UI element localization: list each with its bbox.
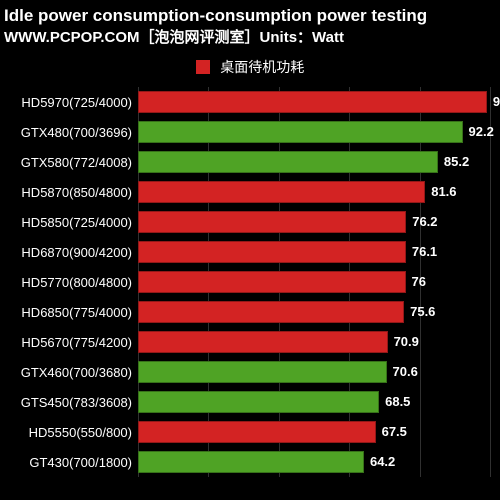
bar-track: 70.6 bbox=[138, 361, 490, 383]
bar-track: 85.2 bbox=[138, 151, 490, 173]
chart-subtitle: WWW.PCPOP.COM［泡泡网评测室］Units：Watt bbox=[0, 26, 500, 51]
bar-value: 85.2 bbox=[438, 151, 469, 173]
bar-track: 75.6 bbox=[138, 301, 490, 323]
bar bbox=[138, 391, 379, 413]
bar bbox=[138, 181, 425, 203]
row-label: HD6850(775/4000) bbox=[0, 305, 132, 320]
bar-value: 76.1 bbox=[406, 241, 437, 263]
bar bbox=[138, 241, 406, 263]
chart-row: HD6850(775/4000)75.6 bbox=[138, 297, 490, 327]
chart-row: GTX580(772/4008)85.2 bbox=[138, 147, 490, 177]
row-label: GTS450(783/3608) bbox=[0, 395, 132, 410]
bar-value: 75.6 bbox=[404, 301, 435, 323]
bar-track: 99.1 bbox=[138, 91, 490, 113]
chart-row: HD6870(900/4200)76.1 bbox=[138, 237, 490, 267]
chart-row: HD5770(800/4800)76 bbox=[138, 267, 490, 297]
chart-row: HD5970(725/4000)99.1 bbox=[138, 87, 490, 117]
row-label: GTX460(700/3680) bbox=[0, 365, 132, 380]
row-label: GTX480(700/3696) bbox=[0, 125, 132, 140]
bar-chart: HD5970(725/4000)99.1GTX480(700/3696)92.2… bbox=[0, 87, 500, 477]
chart-row: HD5850(725/4000)76.2 bbox=[138, 207, 490, 237]
bar-track: 67.5 bbox=[138, 421, 490, 443]
bar-track: 76.2 bbox=[138, 211, 490, 233]
chart-row: GTX480(700/3696)92.2 bbox=[138, 117, 490, 147]
bar-value: 92.2 bbox=[463, 121, 494, 143]
bar bbox=[138, 211, 406, 233]
row-label: GT430(700/1800) bbox=[0, 455, 132, 470]
row-label: HD5970(725/4000) bbox=[0, 95, 132, 110]
bar bbox=[138, 271, 406, 293]
row-label: HD5770(800/4800) bbox=[0, 275, 132, 290]
bar-value: 64.2 bbox=[364, 451, 395, 473]
row-label: HD5670(775/4200) bbox=[0, 335, 132, 350]
bar-track: 76.1 bbox=[138, 241, 490, 263]
bar-track: 92.2 bbox=[138, 121, 490, 143]
chart-row: HD5550(550/800)67.5 bbox=[138, 417, 490, 447]
bar-value: 68.5 bbox=[379, 391, 410, 413]
row-label: HD5550(550/800) bbox=[0, 425, 132, 440]
bar bbox=[138, 361, 387, 383]
bar-value: 81.6 bbox=[425, 181, 456, 203]
bar bbox=[138, 451, 364, 473]
row-label: GTX580(772/4008) bbox=[0, 155, 132, 170]
chart-row: GTX460(700/3680)70.6 bbox=[138, 357, 490, 387]
row-label: HD6870(900/4200) bbox=[0, 245, 132, 260]
bar-value: 70.6 bbox=[387, 361, 418, 383]
bar-track: 64.2 bbox=[138, 451, 490, 473]
bar-value: 67.5 bbox=[376, 421, 407, 443]
bar bbox=[138, 121, 463, 143]
bar bbox=[138, 151, 438, 173]
row-label: HD5870(850/4800) bbox=[0, 185, 132, 200]
bar-value: 76.2 bbox=[406, 211, 437, 233]
legend-swatch bbox=[196, 60, 210, 74]
bar bbox=[138, 331, 388, 353]
bar-track: 70.9 bbox=[138, 331, 490, 353]
bar-value: 76 bbox=[406, 271, 426, 293]
chart-title: Idle power consumption-consumption power… bbox=[0, 0, 500, 26]
gridline bbox=[490, 87, 491, 477]
bar-value: 99.1 bbox=[487, 91, 500, 113]
bar-track: 76 bbox=[138, 271, 490, 293]
bar bbox=[138, 421, 376, 443]
bar-value: 70.9 bbox=[388, 331, 419, 353]
chart-row: HD5870(850/4800)81.6 bbox=[138, 177, 490, 207]
chart-row: GTS450(783/3608)68.5 bbox=[138, 387, 490, 417]
legend: 桌面待机功耗 bbox=[0, 51, 500, 87]
bar bbox=[138, 301, 404, 323]
bar-track: 68.5 bbox=[138, 391, 490, 413]
chart-row: HD5670(775/4200)70.9 bbox=[138, 327, 490, 357]
bar-track: 81.6 bbox=[138, 181, 490, 203]
legend-label: 桌面待机功耗 bbox=[220, 59, 304, 75]
bar bbox=[138, 91, 487, 113]
chart-row: GT430(700/1800)64.2 bbox=[138, 447, 490, 477]
row-label: HD5850(725/4000) bbox=[0, 215, 132, 230]
